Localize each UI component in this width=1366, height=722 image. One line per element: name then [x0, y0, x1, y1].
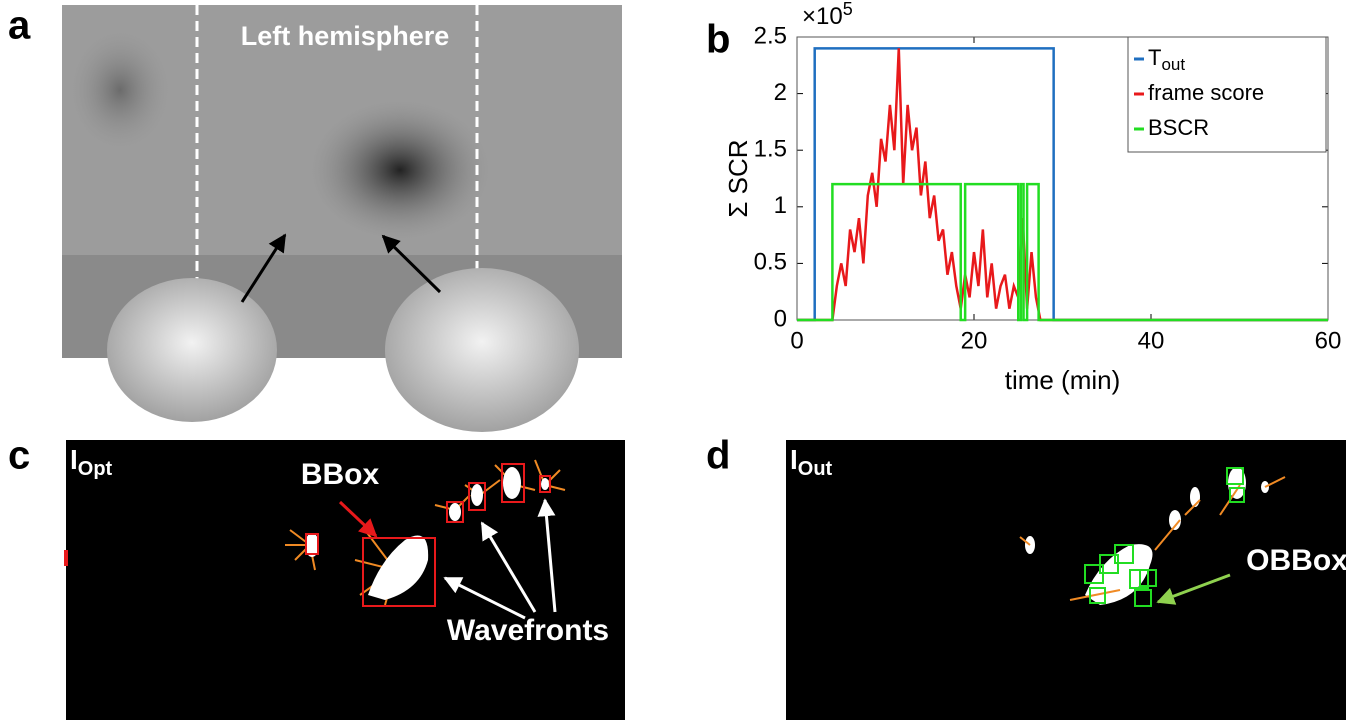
y-tick-label: 2 [774, 79, 787, 106]
legend-box [1127, 36, 1327, 153]
label-main: I [70, 444, 78, 475]
x-tick-label: 40 [1138, 327, 1165, 354]
label-sub: Opt [78, 458, 113, 480]
legend-label: Tout [1148, 45, 1185, 75]
image-opt [66, 440, 625, 720]
panel-letter: a [8, 4, 31, 48]
x-tick-label: 60 [1315, 327, 1342, 354]
image-out [786, 440, 1346, 720]
arrow [1156, 573, 1231, 605]
series-line [797, 182, 1328, 322]
y-tick-label: 1 [774, 192, 787, 219]
activity-region [70, 30, 170, 150]
panel-c: BBox Wavefronts IOpt c [8, 434, 625, 720]
panel-a: Left hemisphere a [8, 4, 622, 432]
wavefront-blobs [305, 467, 549, 600]
arrow [338, 500, 378, 538]
annotation: Wavefronts [447, 614, 609, 647]
panel-letter: c [8, 434, 30, 478]
multiplier-base: ×10 [802, 3, 843, 30]
x-tick-label: 0 [790, 327, 803, 354]
y-tick-label: 0 [774, 305, 787, 332]
label-sub: Out [798, 458, 833, 480]
x-axis-label: time (min) [1005, 365, 1121, 395]
annotation: BBox [301, 458, 380, 491]
legend-name: BSCR [1148, 115, 1209, 140]
output-vectors [1019, 476, 1286, 601]
arrow [240, 233, 287, 303]
legend-name: T [1148, 45, 1161, 70]
arrows [443, 498, 557, 620]
x-tick-label: 20 [961, 327, 988, 354]
legend-name: frame score [1148, 80, 1264, 105]
y-axis-label: Σ SCR [723, 139, 753, 217]
panel-b: b 0 0.5 1 1.5 2 2.5 0 20 40 60 time (min) Σ SCR ×105… [706, 0, 1341, 395]
panel-d: OBBox IOut d [706, 434, 1348, 720]
panel-title: Left hemisphere [241, 21, 450, 51]
y-multiplier: ×105 [802, 0, 853, 30]
annotation: OBBox [1246, 544, 1348, 577]
legend-label: frame score [1148, 80, 1264, 105]
brain-front [107, 278, 277, 422]
series-line [797, 48, 1328, 322]
image-label: IOut [790, 444, 833, 480]
output-blobs [1025, 467, 1269, 605]
label-main: I [790, 444, 798, 475]
legend-label: BSCR [1148, 115, 1209, 140]
arrow [381, 234, 442, 294]
y-tick-label: 1.5 [754, 136, 787, 163]
y-tick-label: 2.5 [754, 22, 787, 49]
panel-letter: d [706, 434, 730, 478]
image-label: IOpt [70, 444, 113, 480]
y-tick-label: 0.5 [754, 249, 787, 276]
multiplier-exponent: 5 [843, 0, 853, 19]
activity-region [310, 100, 490, 240]
oriented-boxes [1084, 467, 1245, 607]
marker [64, 550, 68, 566]
legend-subscript: out [1161, 55, 1185, 74]
brain-back [385, 268, 579, 432]
panel-letter: b [706, 18, 730, 62]
bounding-boxes [305, 463, 551, 607]
